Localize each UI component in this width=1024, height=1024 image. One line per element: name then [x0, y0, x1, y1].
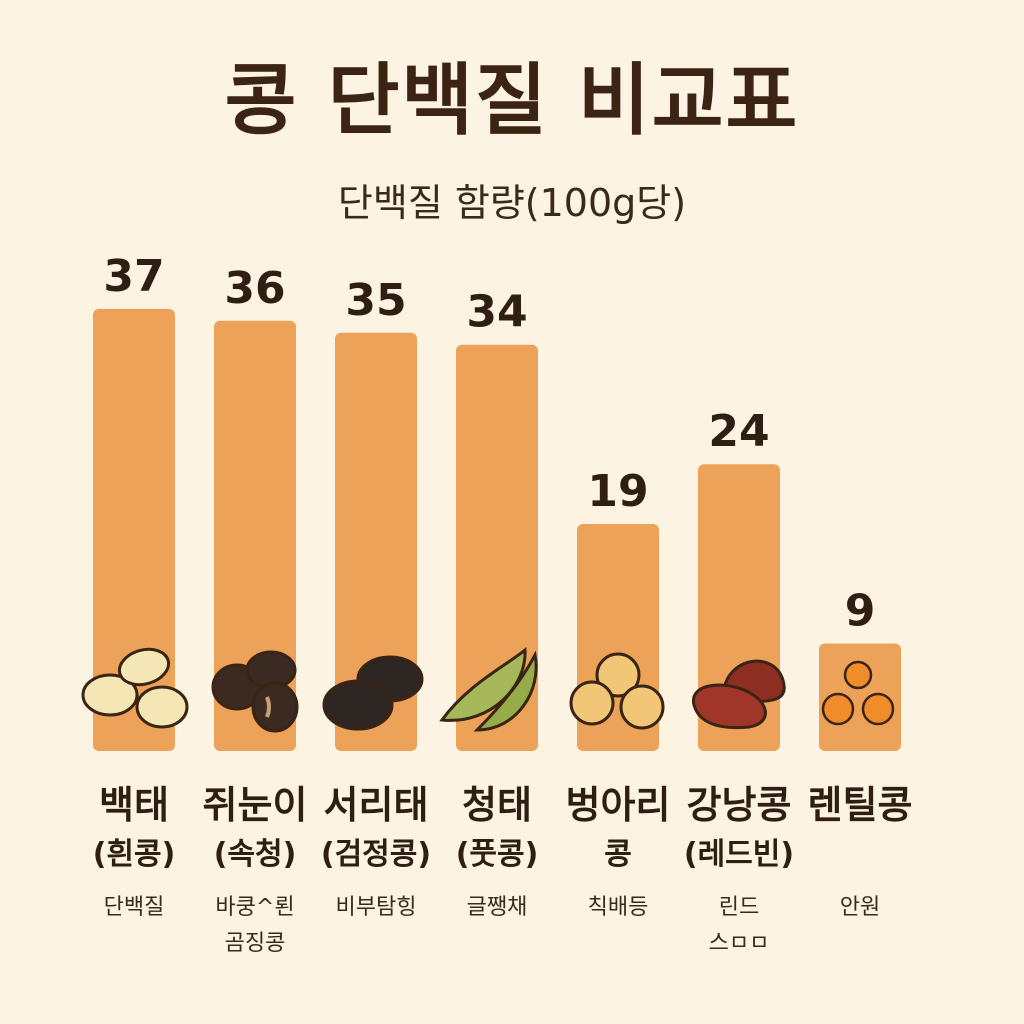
category-note: 글쨍채 [467, 895, 528, 920]
category-label: 쥐눈이 [203, 783, 308, 827]
bar-value-label: 19 [587, 466, 648, 517]
category-note: 바쿵^뢴 [215, 895, 294, 920]
category-sublabel: (레드빈) [684, 837, 794, 872]
category-sublabel: (풋콩) [456, 837, 539, 872]
category-sublabel: (속청) [214, 837, 297, 872]
category-sublabel: 콩 [604, 837, 632, 872]
bar [214, 320, 296, 751]
category-note: 곰징콩 [225, 931, 286, 956]
category-label: 강낭콩 [687, 783, 792, 827]
category-label: 벙아리 [566, 783, 671, 827]
bar-value-label: 37 [103, 251, 164, 302]
category-label: 서리태 [324, 783, 429, 827]
red-kidney-bean-icon [692, 659, 786, 730]
category-note: 칙배등 [588, 895, 649, 920]
category-sublabel: (흰콩) [93, 837, 176, 872]
category-note: 스ㅁㅁ [709, 931, 770, 956]
bar [456, 344, 538, 751]
category-label: 백태 [99, 783, 169, 827]
bar-value-label: 34 [466, 287, 527, 338]
category-sublabel: (검정콩) [321, 837, 431, 872]
category-note: 비부탐힝 [336, 895, 417, 920]
lentil-icon [821, 660, 895, 726]
bar-value-label: 36 [224, 263, 285, 314]
small-black-bean-icon [211, 650, 299, 733]
bar-group: 37 백태 (흰콩) 단백질 [81, 251, 189, 920]
bar [335, 332, 417, 751]
bar-group: 35 서리태 (검정콩) 비부탐힝 [321, 275, 431, 920]
category-label: 청태 [462, 783, 532, 827]
category-label: 렌틸콩 [808, 783, 913, 827]
bar-value-label: 35 [345, 275, 406, 326]
bar-group: 34 청태 (풋콩) 글쨍채 [439, 287, 539, 920]
bar-value-label: 9 [845, 585, 876, 636]
category-note: 린드 [719, 895, 759, 920]
green-pea-pod-icon [439, 646, 538, 732]
black-soybean-icon [322, 655, 424, 731]
chart-title: 콩 단백질 비교표 [224, 56, 800, 146]
bar [93, 308, 175, 751]
chart-subtitle: 단백질 함량(100g당) [337, 181, 687, 225]
white-soybean-icon [81, 647, 189, 729]
chickpea-icon [569, 652, 665, 730]
category-note: 단백질 [104, 895, 165, 920]
bar-value-label: 24 [708, 406, 769, 457]
category-note: 안원 [840, 895, 880, 920]
